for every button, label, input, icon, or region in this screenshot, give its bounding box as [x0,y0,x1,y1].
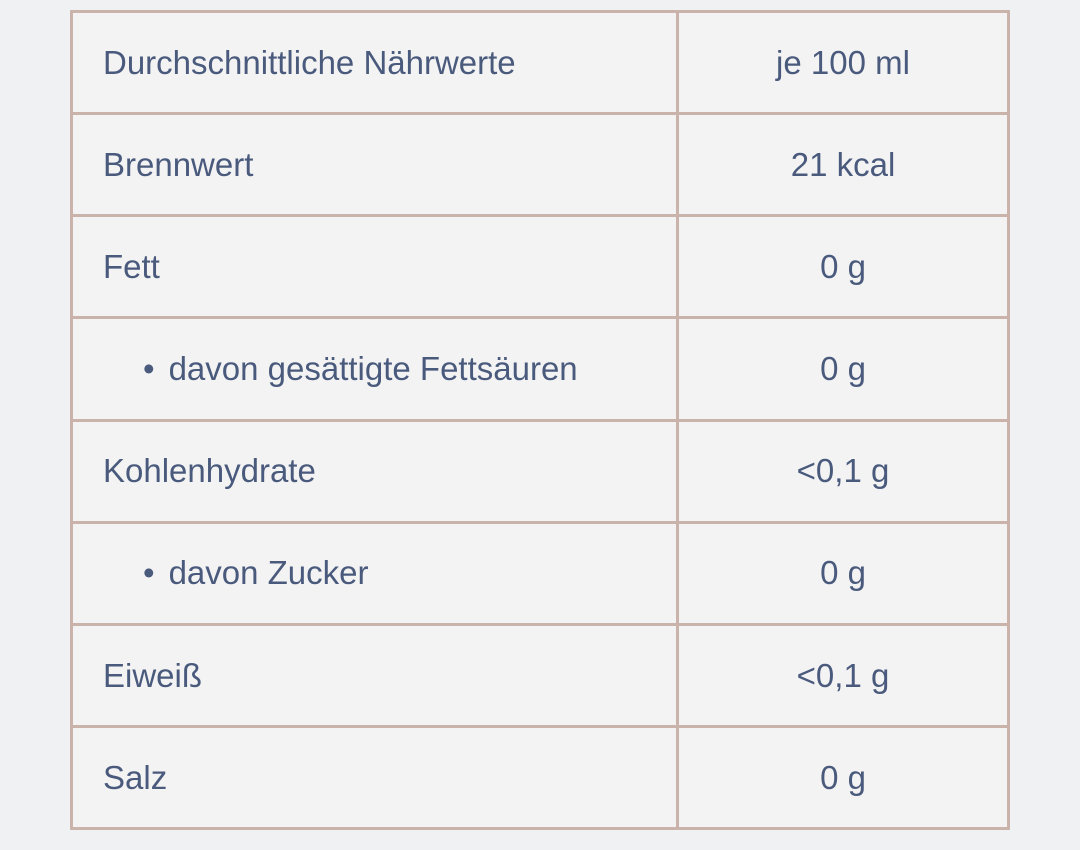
row-value-cell: 0 g [676,316,1010,422]
row-label: davon gesättigte Fettsäuren [168,350,578,388]
table-row: • davon Zucker 0 g [70,520,1010,626]
table-row: Eiweiß <0,1 g [70,622,1010,728]
row-value-cell: <0,1 g [676,622,1010,728]
bullet-icon: • [143,350,155,388]
row-value: <0,1 g [796,656,890,694]
row-value: 0 g [820,350,866,388]
row-value: 0 g [820,248,866,286]
table-row: Kohlenhydrate <0,1 g [70,418,1010,524]
row-value: <0,1 g [796,452,890,490]
row-value: 21 kcal [790,145,896,183]
row-label-cell: Kohlenhydrate [70,418,679,524]
row-label: davon Zucker [168,554,369,592]
bullet-icon: • [143,554,155,592]
header-unit: je 100 ml [776,43,910,81]
row-label-cell: Salz [70,724,679,831]
row-label: Eiweiß [103,656,203,694]
row-label-cell: • davon Zucker [70,520,679,626]
row-value-cell: 21 kcal [676,112,1010,218]
row-value-cell: 0 g [676,724,1010,831]
table-row: • davon gesättigte Fettsäuren 0 g [70,316,1010,422]
header-unit-cell: je 100 ml [676,9,1010,116]
row-label-cell: Fett [70,214,679,320]
table-row: Salz 0 g [70,724,1010,831]
row-label: Salz [103,758,168,796]
row-label: Kohlenhydrate [103,452,316,490]
table-row: Brennwert 21 kcal [70,112,1010,218]
row-label-cell: Brennwert [70,112,679,218]
row-value-cell: 0 g [676,214,1010,320]
table-row-header: Durchschnittliche Nährwerte je 100 ml [70,9,1010,116]
header-label: Durchschnittliche Nährwerte [103,43,516,81]
table-row: Fett 0 g [70,214,1010,320]
row-label: Fett [103,248,160,286]
row-value-cell: <0,1 g [676,418,1010,524]
row-label-cell: Eiweiß [70,622,679,728]
row-value: 0 g [820,758,866,796]
row-value: 0 g [820,554,866,592]
row-value-cell: 0 g [676,520,1010,626]
row-label-cell: • davon gesättigte Fettsäuren [70,316,679,422]
row-label: Brennwert [103,145,254,183]
header-label-cell: Durchschnittliche Nährwerte [70,9,679,116]
nutrition-table: Durchschnittliche Nährwerte je 100 ml Br… [70,9,1010,831]
